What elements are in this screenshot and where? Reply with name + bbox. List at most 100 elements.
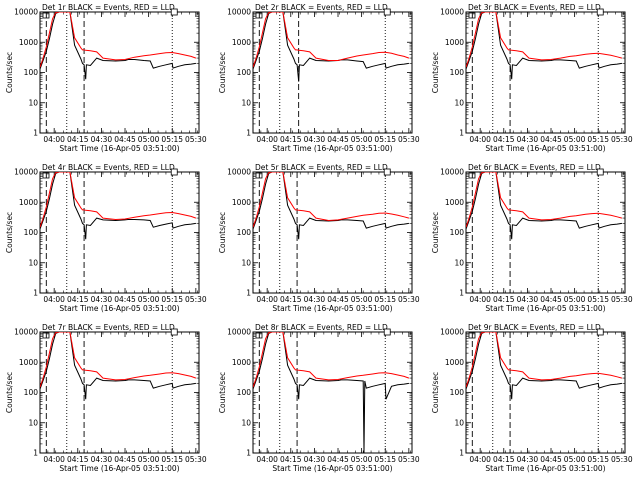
x-tick-label: 04:15: [280, 295, 302, 304]
top-left-marker-box: [42, 172, 50, 179]
top-marker-box: [596, 168, 604, 176]
y-tick-label: 10: [28, 258, 38, 267]
x-tick-label: 04:15: [280, 135, 302, 144]
x-axis-label: Start Time (16-Apr-05 03:51:00): [59, 144, 179, 153]
x-tick-label: 05:15: [374, 455, 396, 464]
chart-title: Det 3r BLACK = Events, RED = LLD: [468, 3, 601, 12]
chart-panel-3: Det 3r BLACK = Events, RED = LLD 1 10 100 10…: [431, 3, 633, 153]
top-left-marker-box: [42, 12, 50, 19]
chart-panel-6: Det 6r BLACK = Events, RED = LLD 1 10 100 10…: [431, 163, 633, 313]
x-tick-label: 04:45: [540, 135, 562, 144]
chart-panel-7: Det 7r BLACK = Events, RED = LLD 1 10 100 10…: [5, 323, 207, 473]
x-tick-label: 04:15: [67, 295, 89, 304]
y-tick-label: 100: [450, 388, 465, 397]
top-marker-box: [170, 8, 178, 16]
y-tick-label: 100: [237, 228, 252, 237]
y-tick-label: 10: [241, 98, 251, 107]
y-tick-label: 1000: [445, 358, 464, 367]
y-tick-label: 100: [450, 228, 465, 237]
x-tick-label: 04:45: [540, 455, 562, 464]
x-tick-label: 05:30: [611, 135, 633, 144]
chart-panel-4: Det 4r BLACK = Events, RED = LLD 1 10 100 10…: [5, 163, 207, 313]
y-tick-label: 10: [454, 98, 464, 107]
x-tick-label: 04:45: [114, 295, 136, 304]
x-tick-label: 04:15: [67, 455, 89, 464]
y-tick-label: 1000: [445, 38, 464, 47]
y-tick-label: 10000: [440, 168, 464, 177]
x-tick-label: 04:00: [43, 135, 65, 144]
x-axis-label: Start Time (16-Apr-05 03:51:00): [485, 304, 605, 313]
y-tick-label: 1: [33, 129, 38, 138]
axes-frame: [252, 331, 413, 454]
axes-frame: [465, 331, 626, 454]
x-tick-label: 04:00: [43, 295, 65, 304]
x-tick-label: 04:30: [304, 135, 326, 144]
x-tick-label: 04:45: [114, 135, 136, 144]
series-line-events: [253, 332, 409, 453]
y-tick-label: 1000: [232, 198, 251, 207]
x-axis-label: Start Time (16-Apr-05 03:51:00): [272, 144, 392, 153]
x-tick-label: 05:15: [161, 135, 183, 144]
y-tick-label: 1000: [19, 358, 38, 367]
y-tick-label: 100: [24, 388, 39, 397]
y-tick-label: 1: [246, 129, 251, 138]
y-tick-label: 10: [454, 258, 464, 267]
y-tick-label: 10: [28, 418, 38, 427]
series-line-lld: [253, 12, 410, 68]
x-tick-label: 04:30: [304, 295, 326, 304]
top-left-marker-box: [255, 332, 263, 339]
chart-panel-1: Det 1r BLACK = Events, RED = LLD 1 10 100 10…: [5, 3, 207, 153]
chart-panel-5: Det 5r BLACK = Events, RED = LLD 1 10 100 10…: [218, 163, 420, 313]
y-tick-label: 10000: [14, 168, 38, 177]
y-tick-label: 1: [246, 289, 251, 298]
x-tick-label: 04:30: [517, 295, 539, 304]
y-axis-label: Counts/sec: [431, 372, 440, 413]
x-tick-label: 05:15: [161, 455, 183, 464]
series-line-lld: [253, 172, 410, 228]
y-axis-label: Counts/sec: [5, 52, 14, 93]
x-tick-label: 05:00: [351, 295, 373, 304]
chart-title: Det 1r BLACK = Events, RED = LLD: [42, 3, 175, 12]
top-marker-box: [170, 168, 178, 176]
chart-panel-2: Det 2r BLACK = Events, RED = LLD 1 10 100 10…: [218, 3, 420, 153]
axes-frame: [252, 171, 413, 294]
axes-frame: [39, 171, 200, 294]
x-tick-label: 04:45: [327, 135, 349, 144]
y-tick-label: 1: [459, 129, 464, 138]
chart-title: Det 4r BLACK = Events, RED = LLD: [42, 163, 175, 172]
top-left-marker-box: [468, 172, 476, 179]
series-line-lld: [40, 332, 197, 388]
x-tick-label: 05:00: [564, 455, 586, 464]
y-axis-label: Counts/sec: [218, 372, 227, 413]
top-marker-box: [383, 168, 391, 176]
y-tick-label: 100: [24, 228, 39, 237]
y-tick-label: 100: [450, 68, 465, 77]
series-line-lld: [253, 332, 410, 388]
y-axis-label: Counts/sec: [431, 212, 440, 253]
series-line-lld: [466, 12, 623, 68]
x-tick-label: 05:15: [587, 455, 609, 464]
y-tick-label: 10: [241, 258, 251, 267]
y-tick-label: 100: [237, 388, 252, 397]
x-tick-label: 05:15: [374, 295, 396, 304]
y-axis-label: Counts/sec: [218, 212, 227, 253]
y-tick-label: 10000: [440, 8, 464, 17]
x-tick-label: 05:30: [185, 295, 207, 304]
y-tick-label: 1: [33, 449, 38, 458]
top-left-marker-box: [255, 12, 263, 19]
x-tick-label: 04:00: [256, 135, 278, 144]
x-tick-label: 05:00: [351, 135, 373, 144]
top-left-marker-box: [468, 332, 476, 339]
x-tick-label: 04:00: [469, 135, 491, 144]
y-tick-label: 10000: [14, 8, 38, 17]
x-tick-label: 05:00: [351, 455, 373, 464]
x-tick-label: 04:45: [114, 455, 136, 464]
series-line-lld: [40, 12, 197, 68]
y-tick-label: 10: [454, 418, 464, 427]
x-axis-label: Start Time (16-Apr-05 03:51:00): [485, 144, 605, 153]
y-tick-label: 100: [24, 68, 39, 77]
x-tick-label: 05:15: [587, 135, 609, 144]
y-tick-label: 10000: [227, 8, 251, 17]
axes-frame: [39, 331, 200, 454]
chart-panel-9: Det 9r BLACK = Events, RED = LLD 1 10 100 10…: [431, 323, 633, 473]
